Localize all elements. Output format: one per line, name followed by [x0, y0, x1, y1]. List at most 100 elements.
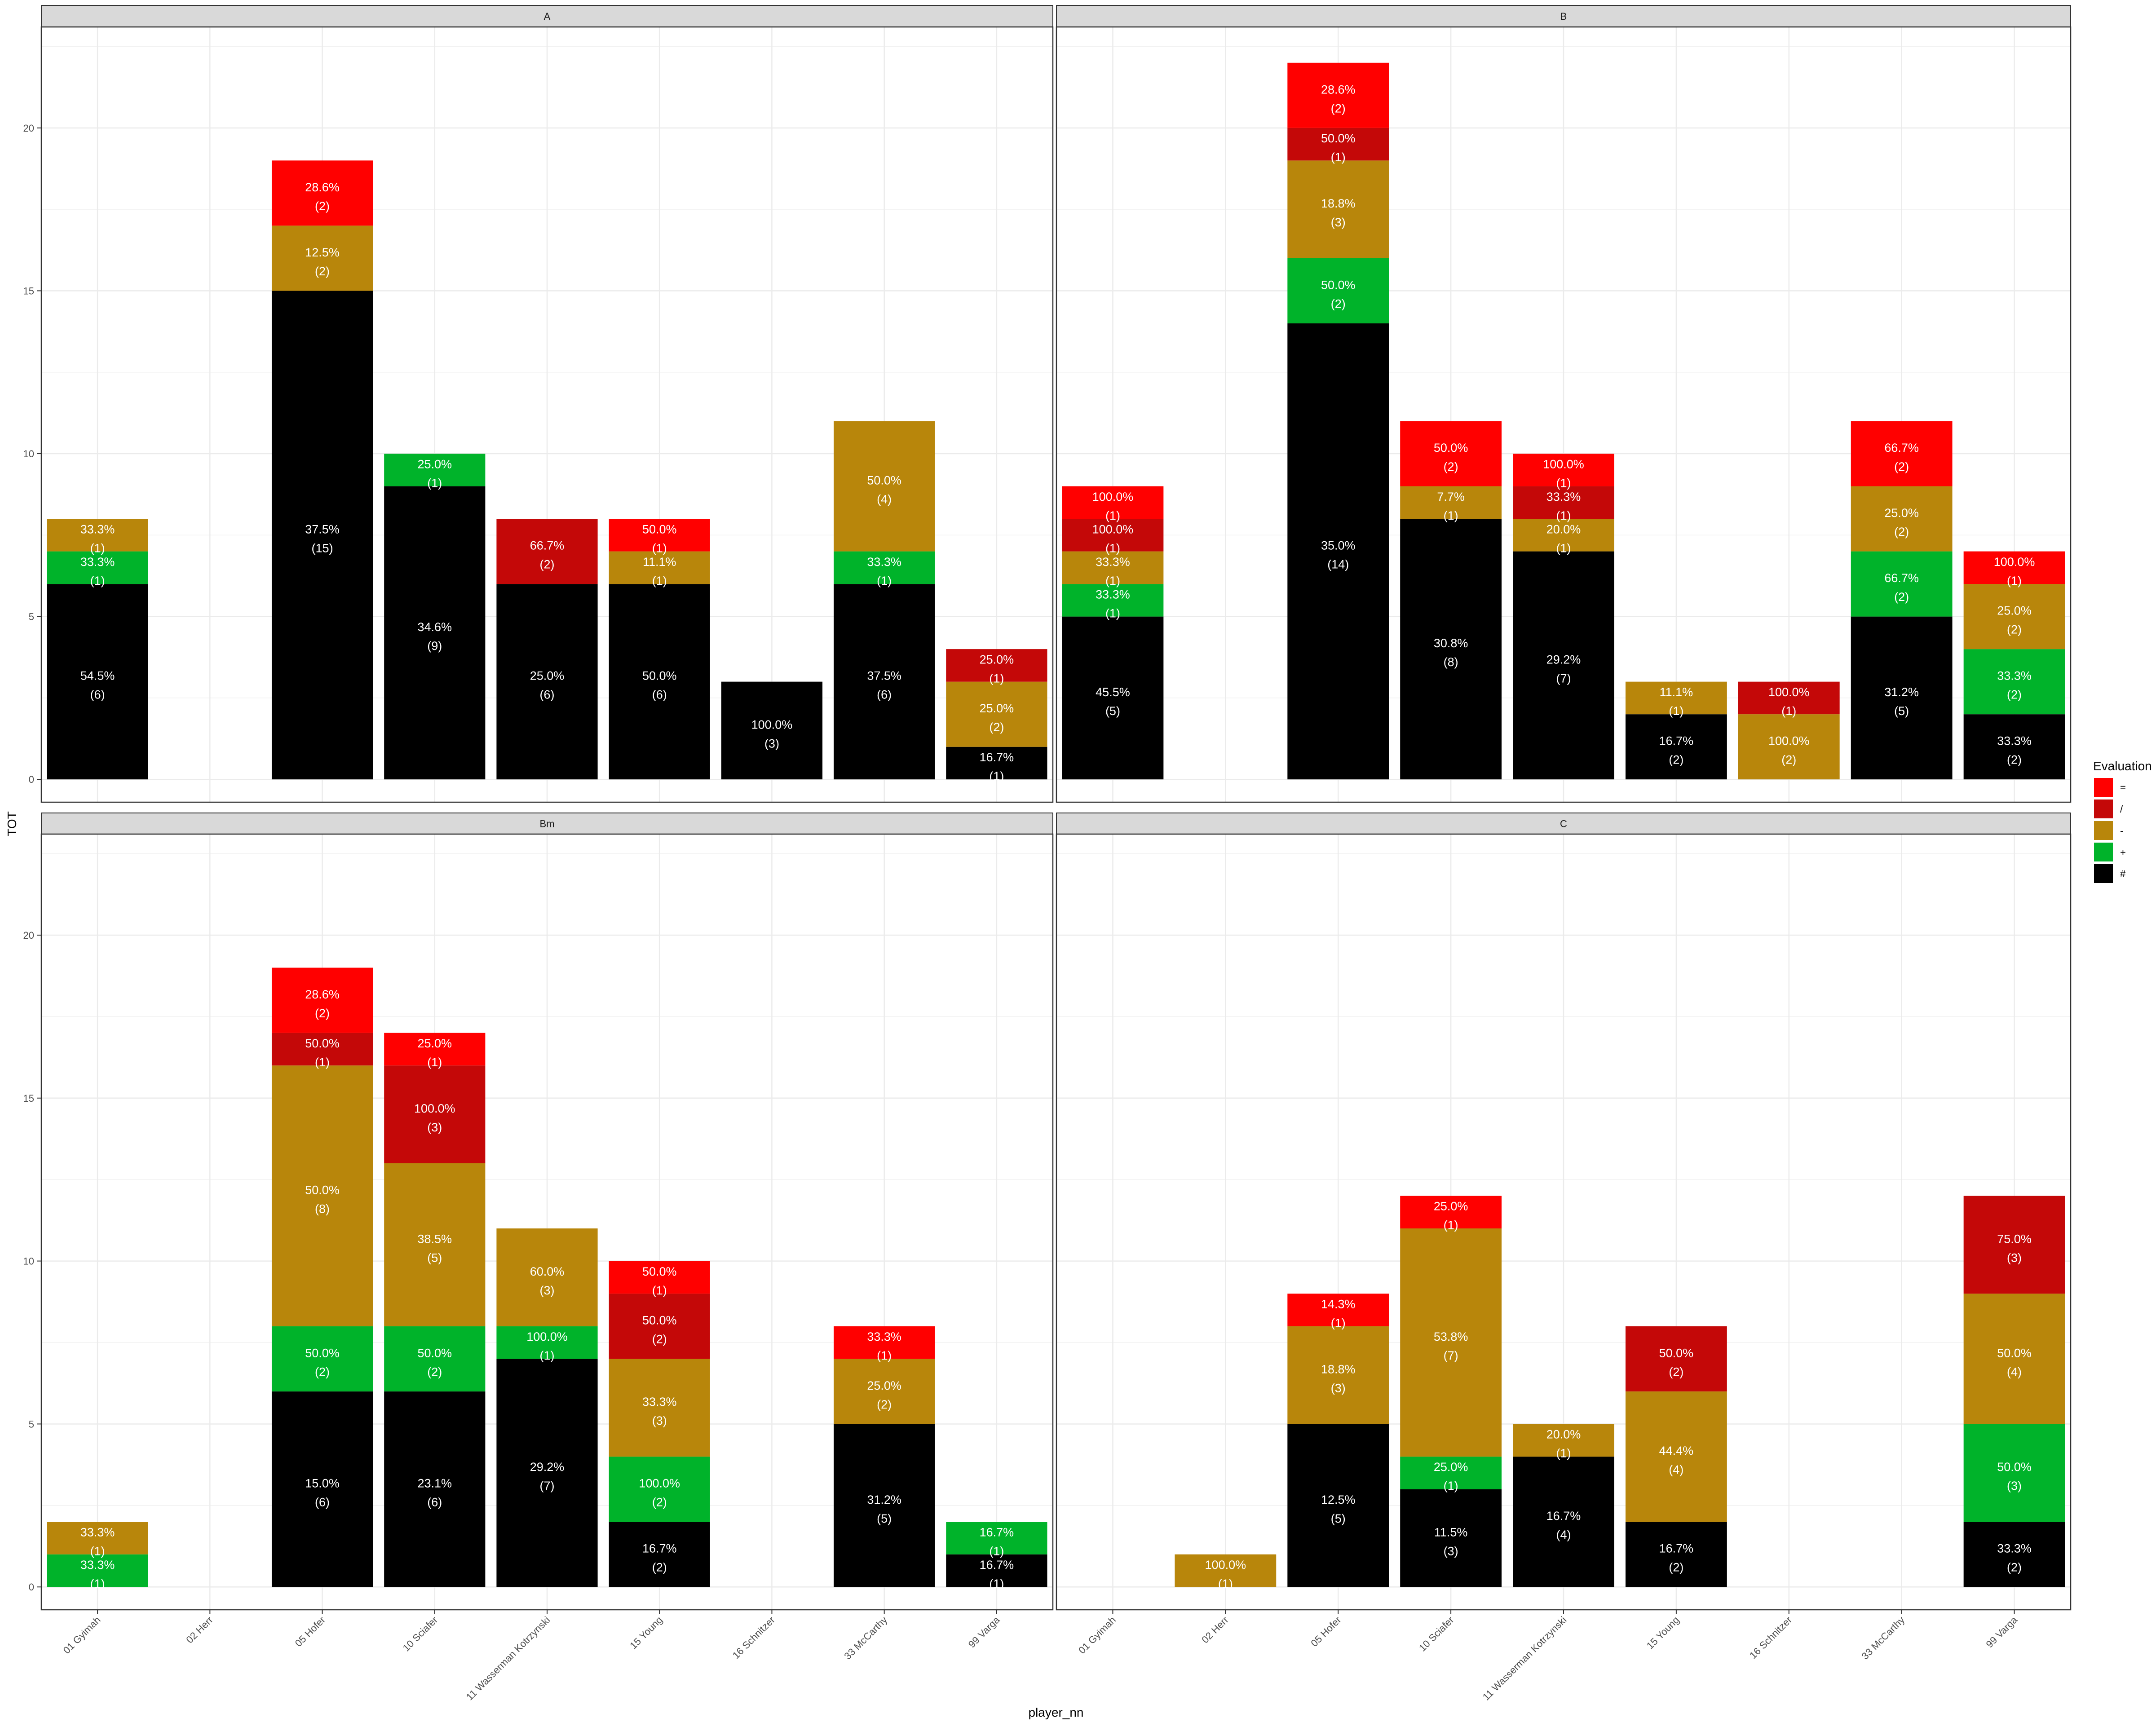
segment-count-label: (7) — [1556, 671, 1571, 685]
bar-segment — [1963, 1294, 2065, 1424]
bar-segment — [1625, 1326, 1727, 1391]
bar-16-schnitzer: 100.0% (3) — [721, 681, 823, 780]
panel-border — [40, 26, 1054, 803]
bar-11-wasserman-kotrzynski: 25.0% (6) 66.7% (2) — [496, 519, 598, 780]
segment-percent-label: 66.7% — [530, 539, 565, 552]
bar-segment — [1851, 486, 1953, 552]
segment-percent-label: 50.0% — [305, 1037, 340, 1050]
segment-count-label: (1) — [1218, 1577, 1233, 1590]
segment-count-label: (6) — [315, 1496, 330, 1509]
segment-percent-label: 35.0% — [1321, 539, 1356, 552]
x-tick-label: 05 Hofer — [1308, 1614, 1343, 1649]
segment-count-label: (2) — [1331, 297, 1346, 310]
x-tick-label: 33 McCarthy — [1859, 1614, 1907, 1662]
bar-15-young: 16.7% (2) 11.1% (1) — [1625, 681, 1727, 780]
segment-percent-label: 100.0% — [1543, 457, 1584, 471]
bar-segment — [1513, 1424, 1614, 1457]
segment-percent-label: 15.0% — [305, 1477, 340, 1490]
x-tick-label: 15 Young — [1644, 1614, 1682, 1652]
segment-count-label: (1) — [652, 574, 667, 587]
segment-percent-label: 50.0% — [305, 1346, 340, 1360]
segment-count-label: (3) — [540, 1284, 555, 1297]
segment-percent-label: 25.0% — [867, 1379, 901, 1392]
legend-title: Evaluation — [2093, 759, 2152, 773]
y-tick-label: 5 — [29, 611, 34, 623]
facet-strip — [41, 813, 1053, 835]
bar-11-wasserman-kotrzynski: 29.2% (7) 100.0% (1) 60.0% (3) — [496, 1228, 598, 1587]
segment-count-label: (6) — [90, 688, 105, 702]
bar-segment — [609, 1261, 710, 1294]
segment-percent-label: 16.7% — [980, 751, 1014, 764]
bar-segment — [834, 584, 935, 780]
segment-count-label: (2) — [2007, 688, 2022, 702]
bar-segment — [47, 551, 148, 584]
segment-count-label: (6) — [540, 688, 555, 702]
segment-percent-label: 33.3% — [1997, 1542, 2032, 1555]
bar-segment — [1513, 519, 1614, 552]
bar-segment — [384, 1391, 486, 1587]
segment-count-label: (1) — [989, 1577, 1004, 1590]
segment-count-label: (2) — [652, 1496, 667, 1509]
segment-percent-label: 100.0% — [751, 718, 793, 731]
x-tick-label: 99 Varga — [966, 1614, 1002, 1650]
segment-count-label: (7) — [540, 1479, 555, 1493]
segment-percent-label: 50.0% — [1997, 1346, 2032, 1360]
bar-segment — [1062, 486, 1164, 519]
bar-01-gyimah: 54.5%(6)33.3%(1)33.3%(1) — [47, 519, 148, 780]
bar-segment — [834, 1326, 935, 1359]
bar-segment — [609, 1294, 710, 1359]
y-tick-label: 20 — [23, 123, 34, 134]
segment-count-label: (3) — [652, 1414, 667, 1427]
segment-count-label: (1) — [989, 769, 1004, 783]
bar-10-sciafer: 34.6% (9) 25.0% (1) — [384, 454, 486, 780]
bar-33-mccarthy: 31.2% (5) 25.0% (2) 33.3% (1) — [834, 1326, 935, 1587]
segment-count-label: (6) — [427, 1496, 442, 1509]
segment-count-label: (2) — [315, 199, 330, 213]
panel-border — [1056, 26, 2072, 803]
panel-B: B45.5%(5)33.3%(1)33.3%(1)100.0%(1)100.0%… — [1056, 5, 2072, 803]
segment-percent-label: 100.0% — [1994, 555, 2035, 569]
segment-percent-label: 45.5% — [1096, 685, 1130, 699]
bar-11-wasserman-kotrzynski: 16.7% (4) 20.0% (1) — [1513, 1424, 1614, 1587]
legend-item: # — [2094, 864, 2126, 883]
segment-count-label: (1) — [90, 1544, 105, 1558]
segment-count-label: (5) — [877, 1512, 892, 1525]
bar-15-young: 16.7% (2) 100.0% (2) 33.3% (3) 50.0% (2) 50.0% (1… — [609, 1261, 710, 1587]
segment-percent-label: 37.5% — [305, 522, 340, 536]
segment-percent-label: 29.2% — [1546, 653, 1581, 666]
segment-percent-label: 66.7% — [1884, 441, 1919, 455]
x-tick-label: 16 Schnitzer — [730, 1614, 777, 1661]
segment-percent-label: 16.7% — [980, 1525, 1014, 1539]
y-tick-label: 0 — [29, 1581, 34, 1593]
segment-count-label: (2) — [315, 265, 330, 278]
bar-15-young: 50.0%(6)11.1%(1)50.0%(1) — [609, 519, 710, 780]
bar-segment — [1287, 1294, 1389, 1326]
bar-segment — [1963, 1424, 2065, 1522]
bar-segment — [1625, 1522, 1727, 1587]
bar-segment — [609, 1456, 710, 1522]
facet-strip — [1056, 5, 2071, 27]
segment-count-label: (1) — [989, 1544, 1004, 1558]
segment-percent-label: 44.4% — [1659, 1444, 1694, 1458]
facet-strip — [1056, 813, 2071, 835]
segment-count-label: (2) — [877, 1398, 892, 1411]
bar-segment — [47, 519, 148, 552]
legend-item: + — [2094, 843, 2126, 861]
bar-10-sciafer: 23.1% (6) 50.0% (2) 38.5% (5) 100.0% (3) 25.0% (1… — [384, 1033, 486, 1587]
x-tick-label: 16 Schnitzer — [1747, 1614, 1794, 1661]
segment-count-label: (1) — [652, 541, 667, 555]
facet-strip-label: C — [1560, 818, 1567, 830]
bar-segment — [271, 225, 373, 291]
segment-count-label: (2) — [989, 720, 1004, 734]
bar-01-gyimah: 45.5%(5)33.3%(1)33.3%(1)100.0%(1)100.0%(… — [1062, 486, 1164, 780]
bar-segment — [834, 551, 935, 584]
segment-percent-label: 33.3% — [1997, 669, 2032, 683]
bar-segment — [271, 291, 373, 780]
bar-segment — [1513, 454, 1614, 486]
segment-percent-label: 100.0% — [1205, 1558, 1246, 1572]
segment-percent-label: 66.7% — [1884, 571, 1919, 585]
segment-percent-label: 25.0% — [417, 457, 452, 471]
bar-segment — [1175, 1554, 1277, 1587]
segment-count-label: (4) — [877, 493, 892, 506]
bar-segment — [1400, 519, 1502, 780]
